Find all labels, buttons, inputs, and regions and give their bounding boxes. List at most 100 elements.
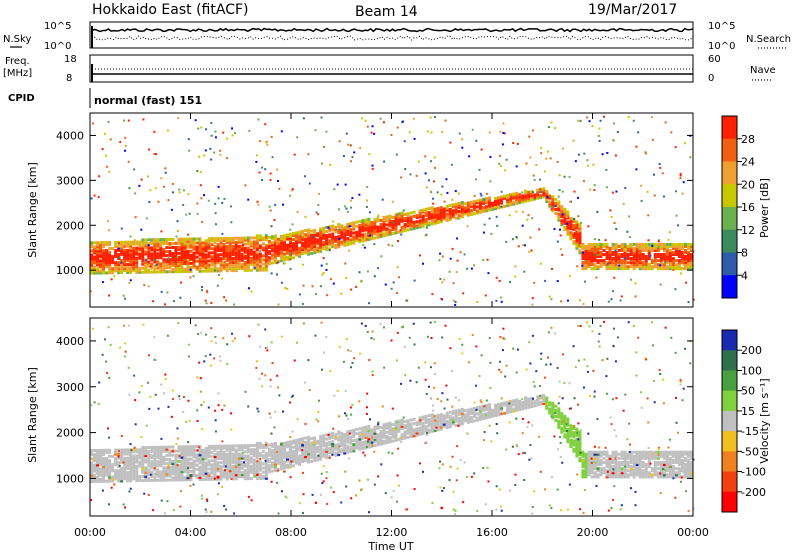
velocity-cell (135, 460, 139, 464)
velocity-cell (264, 464, 268, 468)
power-cell (292, 246, 296, 250)
power-cell (159, 240, 163, 244)
power-cell (331, 226, 335, 230)
power-scatter (475, 178, 478, 181)
power-cell (509, 203, 513, 207)
power-cell (650, 259, 654, 263)
power-scatter (509, 193, 512, 196)
power-cell (129, 270, 133, 274)
power-scatter (230, 205, 233, 208)
velocity-cell (99, 450, 103, 454)
velocity-cell (240, 466, 244, 470)
power-scatter (521, 210, 524, 213)
power-cell (298, 240, 302, 244)
power-cell (566, 230, 570, 234)
power-cell (334, 237, 338, 241)
power-cell (623, 255, 627, 259)
velocity-cell (487, 403, 491, 407)
power-scatter (148, 201, 151, 204)
power-cell (90, 241, 93, 245)
power-cell (156, 252, 160, 256)
power-cell (430, 216, 434, 220)
power-cell (671, 251, 675, 255)
velocity-cell (587, 469, 591, 473)
power-cell (204, 265, 208, 269)
velocity-cell (569, 428, 573, 432)
power-cell (575, 240, 579, 244)
power-scatter (554, 127, 557, 130)
velocity-cell (563, 425, 567, 429)
power-cell (629, 246, 633, 250)
velocity-scatter (301, 448, 304, 451)
velocity-cell (653, 471, 657, 475)
velocity-cell (310, 443, 314, 447)
power-cell (264, 268, 268, 272)
power-cell (653, 261, 657, 265)
power-scatter (502, 131, 505, 134)
power-scatter (689, 156, 692, 159)
power-scatter (418, 254, 421, 257)
power-cell (267, 239, 271, 243)
power-cell (183, 237, 187, 241)
velocity-cell (424, 429, 428, 433)
power-cell (584, 248, 588, 252)
velocity-cell (554, 414, 558, 418)
velocity-cell (180, 453, 184, 457)
velocity-cell (270, 453, 274, 457)
velocity-cell (313, 457, 317, 461)
velocity-cell (680, 458, 684, 462)
power-cell (114, 249, 118, 253)
power-cell (566, 232, 570, 236)
velocity-cell (379, 442, 383, 446)
power-cell (162, 238, 166, 242)
power-cell (207, 245, 211, 249)
power-cell (385, 233, 389, 237)
power-cell (319, 241, 323, 245)
power-cell (515, 197, 519, 201)
power-scatter (179, 296, 182, 299)
power-scatter (199, 170, 202, 173)
velocity-cell (279, 461, 283, 465)
velocity-cell (656, 473, 660, 477)
power-cell (264, 260, 268, 264)
power-cell (638, 265, 642, 269)
power-scatter (223, 197, 226, 200)
power-scatter (286, 287, 289, 290)
power-cell (391, 219, 395, 223)
power-scatter (147, 285, 150, 288)
power-cell (270, 253, 274, 257)
power-cell (596, 265, 600, 269)
velocity-cell (96, 475, 100, 479)
velocity-cell (138, 448, 142, 452)
power-cell (111, 271, 115, 275)
power-scatter (128, 187, 131, 190)
velocity-cell (512, 409, 516, 413)
power-cell (96, 247, 100, 251)
power-cell (632, 259, 636, 263)
velocity-cell (659, 463, 663, 467)
velocity-cell (590, 475, 594, 479)
velocity-cell (346, 450, 350, 454)
power-cell (325, 226, 329, 230)
velocity-cell (629, 467, 633, 471)
velocity-cell (171, 449, 175, 453)
power-cell (385, 219, 389, 223)
power-cell (638, 244, 642, 248)
power-cell (210, 257, 214, 261)
power-cell (135, 266, 139, 270)
power-cell (165, 240, 169, 244)
velocity-scatter (438, 467, 441, 470)
velocity-cell (279, 459, 283, 463)
power-cell (385, 223, 389, 227)
velocity-cell (222, 450, 226, 454)
velocity-cell (611, 452, 615, 456)
power-cell (183, 247, 187, 251)
power-cell (174, 264, 178, 268)
velocity-cell (252, 468, 256, 472)
velocity-cell (310, 447, 314, 451)
velocity-cell (620, 473, 624, 477)
power-cell (162, 242, 166, 246)
power-cell (572, 219, 576, 223)
power-scatter (275, 243, 278, 246)
power-scatter (489, 180, 492, 183)
